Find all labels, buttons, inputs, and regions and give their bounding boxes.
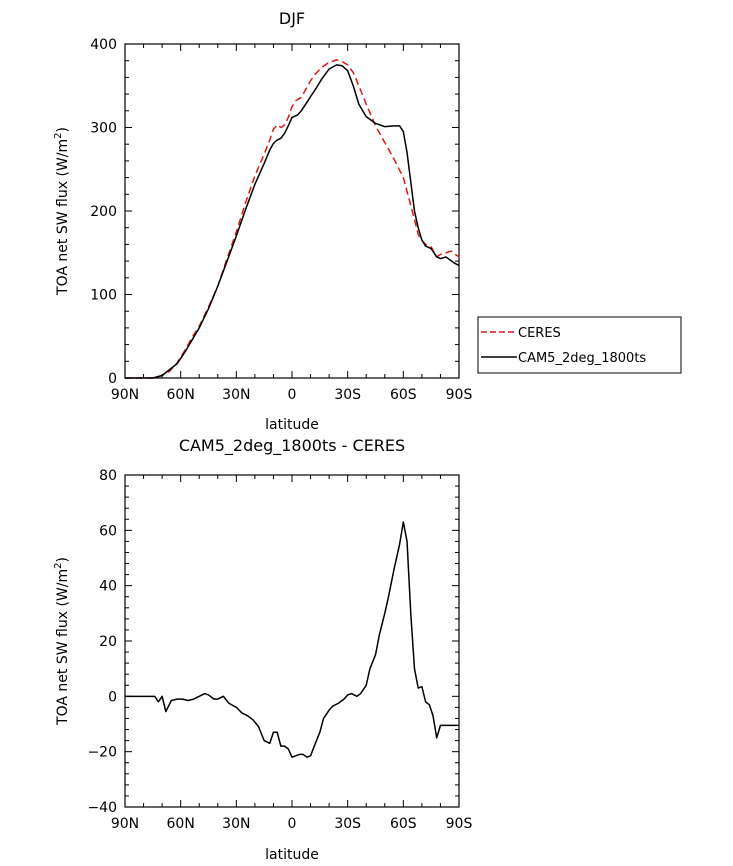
y-tick-label: 200 bbox=[90, 204, 117, 220]
y-tick-label: 0 bbox=[108, 371, 117, 387]
top-chart-plot-frame bbox=[124, 43, 460, 379]
y-tick-label: 80 bbox=[99, 468, 117, 484]
x-tick-label: 30N bbox=[222, 387, 250, 403]
legend-box bbox=[477, 316, 682, 374]
legend-ceres-label: CERES bbox=[518, 326, 561, 341]
top-chart-title: DJF bbox=[279, 9, 305, 28]
x-tick-label: 30S bbox=[334, 816, 361, 832]
y-tick-label: 60 bbox=[99, 523, 117, 539]
series-line-cam5-2deg-1800ts bbox=[125, 64, 460, 379]
x-tick-label: 30S bbox=[334, 387, 361, 403]
x-tick-label: 30N bbox=[222, 816, 250, 832]
x-tick-label: 90N bbox=[111, 816, 139, 832]
top-chart-x-axis-label: latitude bbox=[265, 417, 319, 433]
x-tick-label: 90S bbox=[446, 816, 473, 832]
legend: CERES CAM5_2deg_1800ts bbox=[477, 316, 682, 374]
bottom-chart-x-axis-label: latitude bbox=[265, 847, 319, 863]
y-tick-label: −20 bbox=[87, 745, 117, 761]
x-tick-label: 0 bbox=[288, 816, 297, 832]
y-tick-label: 20 bbox=[99, 634, 117, 650]
top-chart-ticks bbox=[124, 43, 460, 379]
legend-cam5-label: CAM5_2deg_1800ts bbox=[518, 351, 646, 366]
y-tick-label: −40 bbox=[87, 800, 117, 816]
x-tick-label: 90N bbox=[111, 387, 139, 403]
bottom-chart-ticks bbox=[124, 474, 460, 808]
y-tick-label: 40 bbox=[99, 579, 117, 595]
top-chart-series bbox=[125, 59, 460, 379]
series-line-ceres bbox=[125, 59, 460, 379]
bottom-chart-title: CAM5_2deg_1800ts - CERES bbox=[179, 436, 405, 456]
bottom-chart-y-axis-label: TOA net SW flux (W/m2) bbox=[53, 557, 71, 726]
top-chart-djf: DJF 90N 60N 30N 0 30S 60S 90S 0 100 200 300 400 lat… bbox=[53, 9, 682, 433]
bottom-chart-difference: CAM5_2deg_1800ts - CERES 90N 60N 30N 0 30S 60… bbox=[53, 436, 472, 863]
x-tick-label: 60S bbox=[390, 387, 417, 403]
top-chart-tick-labels: 90N 60N 30N 0 30S 60S 90S 0 100 200 300 400 bbox=[90, 37, 472, 403]
bottom-chart-tick-labels: 90N 60N 30N 0 30S 60S 90S −40 −20 0 20 40 60 80 bbox=[87, 468, 472, 832]
y-tick-label: 300 bbox=[90, 121, 117, 137]
y-tick-label: 400 bbox=[90, 37, 117, 53]
y-tick-label: 0 bbox=[108, 689, 117, 705]
y-tick-label: 100 bbox=[90, 288, 117, 304]
x-tick-label: 60N bbox=[167, 387, 195, 403]
bottom-chart-series bbox=[125, 521, 459, 758]
x-tick-label: 60N bbox=[167, 816, 195, 832]
top-chart-y-axis-label: TOA net SW flux (W/m2) bbox=[53, 127, 71, 296]
x-tick-label: 90S bbox=[446, 387, 473, 403]
x-tick-label: 0 bbox=[288, 387, 297, 403]
x-tick-label: 60S bbox=[390, 816, 417, 832]
series-line-difference bbox=[125, 521, 459, 758]
